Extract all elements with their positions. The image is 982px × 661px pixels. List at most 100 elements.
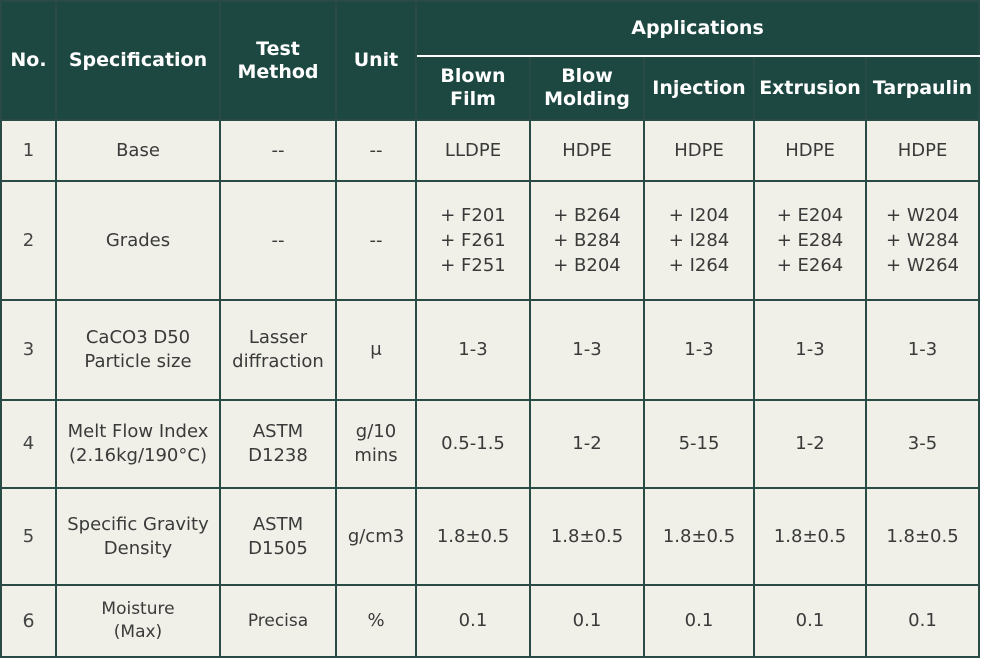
- cell-blown-film: + F201 + F261 + F251: [415, 180, 531, 301]
- cell-unit: --: [335, 180, 417, 301]
- cell-line: Precisa: [247, 610, 309, 631]
- cell-line: + I264: [668, 255, 730, 276]
- table-row: 5 Specific Gravity Density ASTM D1505 g/cm3 1.…: [0, 487, 980, 586]
- cell-tarpaulin: 1-3: [865, 299, 980, 401]
- cell-test-method: --: [219, 180, 337, 301]
- cell-line: Grades: [105, 229, 171, 251]
- cell-blown-film: LLDPE: [415, 119, 531, 182]
- cell-line: 3-5: [907, 433, 938, 454]
- cell-line: --: [271, 229, 285, 251]
- cell-line: ASTM: [252, 421, 304, 442]
- header-app-blow-molding: Blow Molding: [529, 55, 645, 121]
- cell-blow-molding: 1.8±0.5: [529, 487, 645, 586]
- cell-unit: --: [335, 119, 417, 182]
- cell-line: diffraction: [232, 351, 324, 372]
- cell-blow-molding: + B264 + B284 + B204: [529, 180, 645, 301]
- cell-line: CaCO3 D50: [85, 327, 191, 348]
- cell-line: 1.8±0.5: [886, 525, 959, 547]
- cell-specification: Grades: [55, 180, 221, 301]
- cell-test-method: ASTM D1505: [219, 487, 337, 586]
- cell-line: + F261: [440, 230, 506, 251]
- cell-injection: HDPE: [643, 119, 755, 182]
- cell-blown-film: 1-3: [415, 299, 531, 401]
- cell-line: + I204: [668, 205, 730, 226]
- table-header: No. Specification Test Method Unit Appli…: [0, 0, 980, 121]
- cell-extrusion: 1-2: [753, 399, 867, 489]
- cell-line: + W204: [886, 205, 959, 226]
- cell-line: 0.1: [908, 610, 937, 631]
- cell-line: LLDPE: [444, 139, 502, 161]
- cell-line: --: [271, 139, 285, 161]
- cell-no: 6: [0, 584, 57, 658]
- table-row: 1 Base -- -- LLDPE HDPE HDPE HDPE HDPE: [0, 119, 980, 182]
- cell-line: 1.8±0.5: [436, 525, 510, 547]
- cell-line: μ: [370, 339, 382, 360]
- cell-line: 0.1: [458, 610, 488, 631]
- cell-line: D1505: [248, 537, 308, 559]
- cell-line: + B284: [553, 230, 621, 251]
- header-row-applications: Blown Film Blow Molding Injection Extrus…: [1, 55, 980, 121]
- cell-test-method: --: [219, 119, 337, 182]
- header-applications: Applications: [415, 0, 980, 57]
- cell-no: 4: [0, 399, 57, 489]
- header-no: No.: [0, 0, 57, 121]
- table-body: 1 Base -- -- LLDPE HDPE HDPE HDPE HDPE 2 Grades -- -…: [0, 119, 980, 658]
- cell-line: + I284: [668, 230, 730, 251]
- cell-line: HDPE: [562, 139, 612, 161]
- cell-line: 1-2: [572, 433, 602, 454]
- cell-specification: Melt Flow Index (2.16kg/190°C): [55, 399, 221, 489]
- cell-unit: μ: [335, 299, 417, 401]
- cell-line: Base: [116, 139, 160, 161]
- cell-injection: 1-3: [643, 299, 755, 401]
- cell-line: 1.8±0.5: [773, 525, 847, 547]
- cell-line: HDPE: [785, 139, 835, 161]
- cell-unit: g/10 mins: [335, 399, 417, 489]
- cell-extrusion: 1.8±0.5: [753, 487, 867, 586]
- header-row-top: No. Specification Test Method Unit Appli…: [0, 0, 980, 121]
- cell-extrusion: 0.1: [753, 584, 867, 658]
- cell-injection: + I204 + I284 + I264: [643, 180, 755, 301]
- cell-line: + W284: [886, 230, 959, 251]
- table-row: 4 Melt Flow Index (2.16kg/190°C) ASTM D1238 g…: [0, 399, 980, 489]
- cell-specification: CaCO3 D50 Particle size: [55, 299, 221, 401]
- cell-tarpaulin: 3-5: [865, 399, 980, 489]
- cell-extrusion: 1-3: [753, 299, 867, 401]
- cell-line: --: [369, 139, 383, 161]
- cell-line: Particle size: [84, 351, 192, 372]
- header-specification: Specification: [55, 0, 221, 121]
- cell-line: HDPE: [674, 139, 724, 161]
- cell-line: 5-15: [678, 433, 720, 454]
- cell-line: 1.8±0.5: [550, 525, 624, 547]
- cell-line: (Max): [113, 622, 163, 642]
- table-row: 3 CaCO3 D50 Particle size Lasser diffraction…: [0, 299, 980, 401]
- cell-injection: 5-15: [643, 399, 755, 489]
- cell-line: 1-3: [907, 339, 938, 360]
- cell-extrusion: + E204 + E284 + E264: [753, 180, 867, 301]
- cell-specification: Base: [55, 119, 221, 182]
- cell-blow-molding: 0.1: [529, 584, 645, 658]
- cell-blow-molding: HDPE: [529, 119, 645, 182]
- cell-line: 1-3: [684, 339, 714, 360]
- cell-line: 0.1: [795, 610, 825, 631]
- cell-tarpaulin: + W204 + W284 + W264: [865, 180, 980, 301]
- cell-specification: Specific Gravity Density: [55, 487, 221, 586]
- cell-line: Melt Flow Index: [67, 421, 209, 442]
- cell-line: 0.1: [684, 610, 714, 631]
- cell-no: 5: [0, 487, 57, 586]
- table-row: 2 Grades -- -- + F201 + F261 + F251 + B264 + B28…: [0, 180, 980, 301]
- cell-unit: g/cm3: [335, 487, 417, 586]
- cell-blow-molding: 1-3: [529, 299, 645, 401]
- cell-line: ASTM: [252, 513, 304, 535]
- header-unit: Unit: [335, 0, 417, 121]
- header-app-blown-film: Blown Film: [415, 55, 531, 121]
- cell-line: (2.16kg/190°C): [69, 445, 207, 466]
- cell-tarpaulin: 1.8±0.5: [865, 487, 980, 586]
- cell-line: Lasser: [248, 327, 308, 348]
- cell-line: + F201: [440, 205, 506, 226]
- cell-line: + F251: [440, 255, 506, 276]
- cell-blown-film: 0.5-1.5: [415, 399, 531, 489]
- cell-line: + B204: [553, 255, 621, 276]
- header-test-method: Test Method: [219, 0, 337, 121]
- cell-line: 1-3: [795, 339, 825, 360]
